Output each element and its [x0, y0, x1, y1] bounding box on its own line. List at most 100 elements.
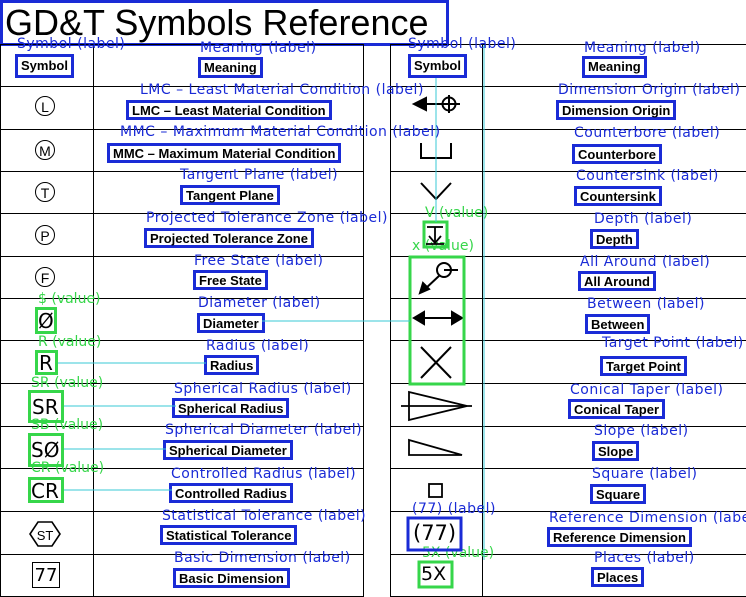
meaning-header-ghost: Meaning (label): [200, 40, 317, 56]
slope-meaning: Slope: [592, 441, 640, 461]
row-divider: [0, 171, 363, 172]
target-point-label-ghost: Target Point (label): [602, 335, 744, 351]
controlled-radius-label-ghost: Controlled Radius (label): [171, 466, 357, 482]
countersink-meaning: Countersink: [574, 186, 662, 206]
row-divider: [390, 383, 746, 384]
counterbore-meaning: Counterbore: [572, 144, 662, 164]
conical-taper-label-ghost: Conical Taper (label): [570, 382, 724, 398]
tangent-circle-t-label-ghost: Tangent Plane (label): [180, 167, 339, 183]
row-divider: [0, 511, 363, 512]
counterbore-label-ghost: Counterbore (label): [574, 125, 721, 141]
tangent-circle-t-icon: T: [35, 182, 55, 202]
target-point-meaning: Target Point: [600, 356, 687, 376]
spherical-diameter-icon: SØ: [31, 438, 60, 462]
reference-dimension-label-ghost: Reference Dimension (label): [549, 510, 746, 526]
symbol-header: Symbol: [15, 54, 74, 78]
free-state-circle-f-meaning: Free State: [193, 270, 268, 290]
row-divider: [390, 129, 746, 130]
projected-circle-p-label-ghost: Projected Tolerance Zone (label): [146, 210, 388, 226]
row-divider: [390, 340, 746, 341]
row-divider: [390, 44, 746, 45]
row-divider: [390, 468, 746, 469]
row-divider: [0, 340, 363, 341]
diameter-icon: Ø: [38, 309, 54, 333]
basic-dimension-label-ghost: Basic Dimension (label): [174, 550, 351, 566]
row-divider: [0, 213, 363, 214]
tangent-circle-t-meaning: Tangent Plane: [180, 185, 280, 205]
row-divider: [390, 86, 746, 87]
between-arrow-meaning: Between: [585, 314, 651, 334]
symbol-header-ghost: Symbol (label): [17, 36, 126, 52]
all-around-meaning: All Around: [578, 271, 656, 291]
controlled-radius-meaning: Controlled Radius: [169, 483, 293, 503]
meaning-header-right: Meaning: [582, 56, 647, 78]
places-icon: 5X: [421, 563, 447, 585]
between-arrow-label-ghost: Between (label): [587, 296, 705, 312]
spherical-diameter-label-ghost: Spherical Diameter (label): [165, 422, 363, 438]
value-ghost: SR (value): [31, 375, 104, 391]
free-state-circle-f-icon: F: [35, 267, 55, 287]
conical-taper-meaning: Conical Taper: [568, 399, 666, 419]
lmc-circle-l-label-ghost: LMC – Least Material Condition (label): [140, 82, 424, 98]
radius-meaning: Radius: [204, 355, 260, 375]
depth-label-ghost: Depth (label): [594, 211, 693, 227]
row-divider: [0, 298, 363, 299]
row-divider: [0, 44, 363, 45]
row-divider: [0, 86, 363, 87]
mmc-circle-m-meaning: MMC – Maximum Material Condition: [107, 143, 342, 163]
statistical-st-meaning: Statistical Tolerance: [160, 525, 298, 545]
spherical-radius-meaning: Spherical Radius: [172, 398, 290, 418]
diameter-label-ghost: Diameter (label): [198, 295, 321, 311]
free-state-circle-f-label-ghost: Free State (label): [194, 253, 324, 269]
row-divider: [390, 171, 746, 172]
reference-dimension-meaning: Reference Dimension: [547, 527, 692, 547]
row-divider: [0, 129, 363, 130]
reference-label-ghost: (77) (label): [412, 501, 496, 517]
row-divider: [0, 256, 363, 257]
depth-meaning: Depth: [590, 229, 639, 249]
controlled-radius-icon: CR: [31, 479, 59, 503]
meaning-header-right-ghost: Meaning (label): [584, 40, 701, 56]
radius-label-ghost: Radius (label): [206, 338, 310, 354]
diameter-meaning: Diameter: [197, 313, 265, 333]
mmc-circle-m-label-ghost: MMC – Maximum Material Condition (label): [120, 124, 441, 140]
projected-circle-p-meaning: Projected Tolerance Zone: [144, 228, 314, 248]
slope-label-ghost: Slope (label): [594, 423, 689, 439]
statistical-st-label-ghost: Statistical Tolerance (label): [162, 508, 367, 524]
meaning-header: Meaning: [198, 57, 263, 78]
dimension-origin-label-ghost: Dimension Origin (label): [558, 82, 741, 98]
value-ghost: V (value): [425, 205, 489, 221]
basic-dimension-icon: 77: [32, 562, 60, 588]
places-meaning: Places: [591, 567, 645, 587]
places-label-ghost: Places (label): [594, 550, 695, 566]
row-divider: [0, 426, 363, 427]
symbol-header-right-ghost: Symbol (label): [408, 36, 517, 52]
spherical-radius-label-ghost: Spherical Radius (label): [174, 381, 352, 397]
spherical-diameter-meaning: Spherical Diameter: [163, 440, 293, 460]
lmc-circle-l-meaning: LMC – Least Material Condition: [126, 100, 332, 120]
lmc-circle-l-icon: L: [35, 96, 55, 116]
value-ghost: x (value): [412, 238, 474, 254]
row-divider: [390, 256, 746, 257]
spherical-radius-icon: SR: [32, 395, 59, 419]
countersink-label-ghost: Countersink (label): [576, 168, 719, 184]
mmc-circle-m-icon: M: [35, 140, 55, 160]
value-ghost: R (value): [38, 334, 102, 350]
row-divider: [390, 213, 746, 214]
radius-icon: R: [39, 351, 53, 375]
row-divider: [0, 383, 363, 384]
row-divider: [0, 468, 363, 469]
basic-dimension-meaning: Basic Dimension: [173, 568, 290, 588]
square-label-ghost: Square (label): [592, 466, 698, 482]
row-divider: [390, 298, 746, 299]
square-meaning: Square: [590, 484, 647, 504]
value-ghost: 5X (value): [422, 545, 495, 561]
dimension-origin-meaning: Dimension Origin: [556, 100, 677, 120]
symbol-header-right: Symbol: [408, 54, 467, 78]
row-divider: [390, 554, 746, 555]
reference-dimension-icon: (77): [413, 521, 457, 545]
row-divider: [390, 511, 746, 512]
row-divider: [0, 554, 363, 555]
row-divider: [390, 426, 746, 427]
projected-circle-p-icon: P: [35, 225, 55, 245]
